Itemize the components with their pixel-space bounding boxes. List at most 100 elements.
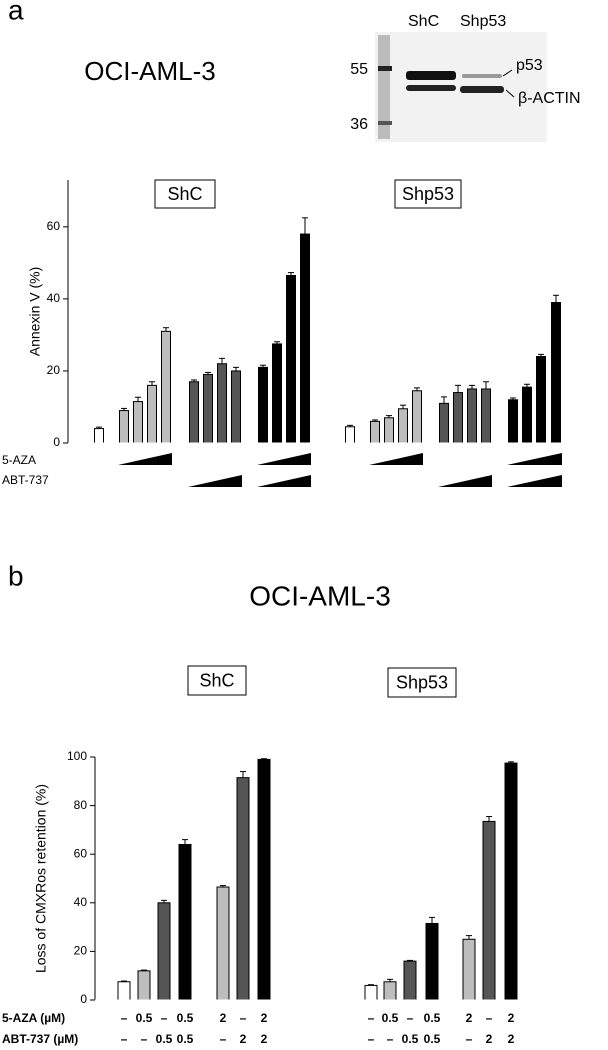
bar	[258, 366, 268, 444]
bar	[467, 388, 477, 444]
bar	[231, 370, 241, 444]
dose-wedge	[507, 453, 562, 465]
treatment-dose: 0.5	[177, 1032, 194, 1046]
y-axis-label: Loss of CMXRos retention (%)	[33, 784, 49, 973]
treatment-dose: –	[368, 1011, 375, 1025]
band-pointer	[505, 89, 515, 98]
group-box	[154, 179, 216, 209]
bar	[345, 426, 355, 444]
lane-label: Shp53	[460, 13, 506, 30]
row-label: ABT-737 (µM)	[2, 1032, 78, 1046]
group-label: Shp53	[402, 184, 454, 204]
band	[406, 71, 456, 80]
y-tick-label: 60	[74, 846, 88, 860]
treatment-dose: –	[387, 1032, 394, 1046]
bar	[482, 820, 496, 1001]
treatment-dose: 0.5	[424, 1032, 441, 1046]
treatment-dose: 0.5	[382, 1011, 399, 1025]
bar	[364, 984, 378, 1001]
bar	[286, 274, 296, 444]
treatment-dose: –	[121, 1032, 128, 1046]
group-box	[387, 667, 457, 698]
treatment-dose: 2	[261, 1011, 268, 1025]
bar	[536, 356, 546, 444]
treatment-dose: 2	[261, 1032, 268, 1046]
bar	[161, 330, 171, 444]
bar	[272, 343, 282, 444]
bar	[508, 399, 518, 444]
ladder-band	[378, 121, 392, 125]
bar	[425, 922, 439, 1001]
treatment-dose: 2	[220, 1011, 227, 1025]
dose-wedge	[257, 453, 311, 465]
row-label: 5-AZA (µM)	[2, 1011, 65, 1025]
y-tick-label: 100	[67, 749, 87, 763]
group-box	[394, 179, 462, 209]
bar	[257, 758, 271, 1001]
y-tick-label: 40	[74, 895, 88, 909]
bar	[119, 410, 129, 444]
panel-letter: b	[8, 560, 24, 591]
treatment-dose: 0.5	[177, 1011, 194, 1025]
bar	[384, 417, 394, 444]
lane-label: ShC	[408, 13, 439, 30]
treatment-dose: –	[161, 1011, 168, 1025]
dose-wedge	[257, 475, 311, 487]
treatment-dose: –	[486, 1011, 493, 1025]
y-tick-label: 40	[47, 291, 61, 305]
bar	[236, 777, 250, 1001]
bar	[189, 381, 199, 444]
bar	[462, 938, 476, 1001]
treatment-dose: –	[141, 1032, 148, 1046]
bar	[504, 762, 518, 1001]
marker-label: 55	[350, 61, 368, 78]
dose-wedge	[369, 453, 423, 465]
treatment-dose: –	[368, 1032, 375, 1046]
group-label: Shp53	[396, 672, 448, 692]
treatment-dose: 0.5	[424, 1011, 441, 1025]
bar	[147, 384, 157, 444]
group-box	[187, 665, 247, 696]
group-label: ShC	[167, 184, 202, 204]
bar	[481, 388, 491, 444]
band-label: p53	[516, 57, 543, 74]
y-tick-label: 0	[80, 992, 87, 1006]
bar	[551, 301, 561, 444]
bar	[217, 363, 227, 444]
bar	[94, 428, 104, 444]
bar	[370, 420, 380, 444]
treatment-dose: –	[240, 1011, 247, 1025]
treatment-dose: 0.5	[402, 1032, 419, 1046]
band-label: β-ACTIN	[518, 90, 581, 107]
bar	[137, 970, 151, 1001]
bar	[178, 843, 192, 1001]
bar	[300, 233, 310, 444]
treatment-dose: 2	[508, 1011, 515, 1025]
treatment-dose: –	[407, 1011, 414, 1025]
treatment-dose: –	[466, 1032, 473, 1046]
treatment-label: ABT-737	[2, 473, 49, 487]
panel-letter: a	[8, 0, 24, 25]
bar	[117, 981, 131, 1001]
treatment-dose: 2	[486, 1032, 493, 1046]
y-tick-label: 20	[74, 944, 88, 958]
bar	[453, 392, 463, 444]
chart-title: OCI-AML-3	[249, 580, 391, 611]
bar	[412, 390, 422, 444]
treatment-dose: 0.5	[156, 1032, 173, 1046]
band	[462, 74, 502, 78]
treatment-dose: 2	[240, 1032, 247, 1046]
treatment-dose: –	[121, 1011, 128, 1025]
dose-wedge	[188, 475, 242, 487]
bar	[133, 401, 143, 444]
treatment-dose: 2	[508, 1032, 515, 1046]
bar	[398, 408, 408, 444]
y-axis-label: Annexin V (%)	[27, 267, 43, 356]
y-tick-label: 20	[47, 363, 61, 377]
dose-wedge	[118, 453, 172, 465]
bar	[383, 981, 397, 1001]
chart-title: OCI-AML-3	[84, 56, 215, 86]
band-pointer	[502, 69, 513, 77]
bar	[203, 374, 213, 444]
